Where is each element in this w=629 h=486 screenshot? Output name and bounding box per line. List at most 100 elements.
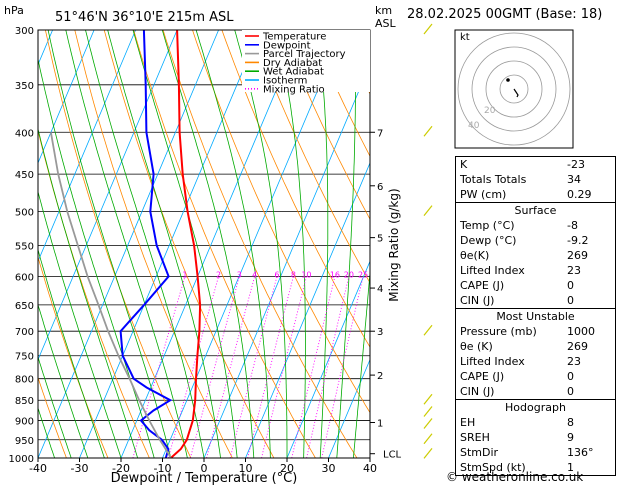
location-title: 51°46'N 36°10'E 215m ASL [55, 10, 234, 25]
indices-panel: K -23 Totals Totals 34 PW (cm) 0.29 Surface T… [455, 156, 616, 476]
stat-label: Lifted Index [460, 355, 525, 368]
km-tick-label: 7 [377, 128, 383, 139]
wind-barb [423, 324, 433, 336]
stat-row: CAPE (J) 0 [456, 278, 615, 293]
stat-label: Dewp (°C) [460, 234, 517, 247]
mixing-ratio-label: 20 [344, 270, 354, 279]
stat-label: SREH [460, 431, 490, 444]
dry-adiabat-line [309, 30, 370, 158]
mixing-ratio-line [167, 276, 220, 458]
stat-value: 1 [567, 461, 574, 474]
hodograph-ring [499, 74, 529, 104]
dry-adiabat-line [38, 255, 109, 458]
stat-value: 0 [567, 294, 574, 307]
mixing-ratio-label: 6 [274, 270, 279, 279]
isotherm-line [38, 30, 95, 164]
dry-adiabat-line [162, 30, 358, 458]
stat-label: Totals Totals [460, 173, 527, 186]
isotherm-line [162, 30, 344, 458]
mixing-ratio-line [189, 276, 240, 458]
wet-adiabat-line [38, 248, 105, 458]
legend-label: Temperature [262, 32, 326, 43]
x-tick-label: 0 [201, 462, 208, 475]
isotherm-line [79, 30, 261, 458]
stat-value: -23 [567, 158, 585, 171]
series-temperature [170, 30, 202, 458]
isotherm-line [286, 260, 370, 458]
chart-series [50, 30, 202, 458]
stat-label: Pressure (mb) [460, 325, 537, 338]
mixing-ratio-line [321, 276, 364, 458]
legend-label: Isotherm [263, 76, 307, 87]
series-dewpoint [119, 30, 173, 458]
mixing-ratio-line [229, 276, 278, 458]
pressure-tick-label: 600 [15, 272, 34, 283]
series-parcel-trajectory [50, 132, 172, 458]
stat-label: CAPE (J) [460, 279, 505, 292]
stat-value: 34 [567, 173, 581, 186]
pressure-tick-label: 300 [15, 26, 34, 37]
mixing-ratio-label: 1 [182, 270, 187, 279]
stat-value: 269 [567, 249, 588, 262]
pressure-tick-label: 700 [15, 327, 34, 338]
stat-row: Totals Totals 34 [456, 172, 615, 187]
hodograph-ring [471, 46, 557, 132]
pressure-tick-label: 850 [15, 396, 34, 407]
most-unstable-title: Most Unstable [456, 308, 615, 324]
wet-adiabat-line [195, 30, 271, 458]
wet-adiabat-line [38, 406, 55, 458]
km-tick-label: 2 [377, 371, 383, 382]
legend-label: Dry Adiabat [263, 58, 322, 69]
wet-adiabat-line [47, 30, 172, 458]
hodograph-title: Hodograph [456, 399, 615, 415]
wind-barb [423, 23, 433, 35]
mixing-ratio-line [306, 276, 350, 458]
hodograph-unit: kt [460, 32, 470, 43]
isotherm-line [245, 161, 370, 458]
stat-value: 23 [567, 264, 581, 277]
hodograph-ring-label: 20 [484, 106, 496, 116]
mixing-ratio-axis-title: Mixing Ratio (g/kg) [387, 188, 401, 301]
isotherm-line [0, 30, 11, 458]
dry-adiabat-line [221, 30, 370, 348]
pressure-tick-label: 900 [15, 417, 34, 428]
legend-label: Dewpoint [263, 40, 311, 51]
datetime-title: 28.02.2025 00GMT (Base: 18) [407, 7, 603, 22]
hodograph-ring [457, 32, 571, 146]
stat-row: Temp (°C) -8 [456, 218, 615, 233]
stat-label: EH [460, 416, 476, 429]
stat-label: CAPE (J) [460, 370, 505, 383]
isotherm-line [328, 358, 370, 458]
isotherm-line [38, 30, 219, 458]
pressure-tick-label: 550 [15, 241, 34, 252]
km-tick-label: 4 [377, 284, 383, 295]
pressure-tick-label: 1000 [9, 454, 34, 465]
x-tick-label: -30 [71, 462, 89, 475]
wind-barb [423, 393, 433, 405]
mixing-ratio-label: 3 [237, 270, 242, 279]
stat-label: PW (cm) [460, 188, 507, 201]
stat-value: 0.29 [567, 188, 592, 201]
surface-title: Surface [456, 202, 615, 218]
pressure-tick-label: 950 [15, 436, 34, 447]
stat-row: StmSpd (kt) 1 [456, 460, 615, 475]
stat-row: SREH 9 [456, 430, 615, 445]
wet-adiabat-line [38, 57, 155, 458]
wind-barb [423, 205, 433, 216]
pressure-tick-label: 450 [15, 170, 34, 181]
legend-background [242, 30, 370, 92]
wind-barb [423, 406, 433, 417]
stat-value: 0 [567, 385, 574, 398]
dry-adiabat-line [250, 30, 370, 284]
pressure-tick-label: 750 [15, 352, 34, 363]
stat-row: CIN (J) 0 [456, 293, 615, 308]
stat-label: CIN (J) [460, 294, 495, 307]
wet-adiabat-line [107, 30, 221, 458]
wind-barb [423, 448, 433, 459]
stat-value: 8 [567, 416, 574, 429]
stat-value: 1000 [567, 325, 595, 338]
km-tick-label: 5 [377, 234, 383, 245]
hpa-label: hPa [4, 4, 24, 17]
pressure-tick-label: 350 [15, 81, 34, 92]
